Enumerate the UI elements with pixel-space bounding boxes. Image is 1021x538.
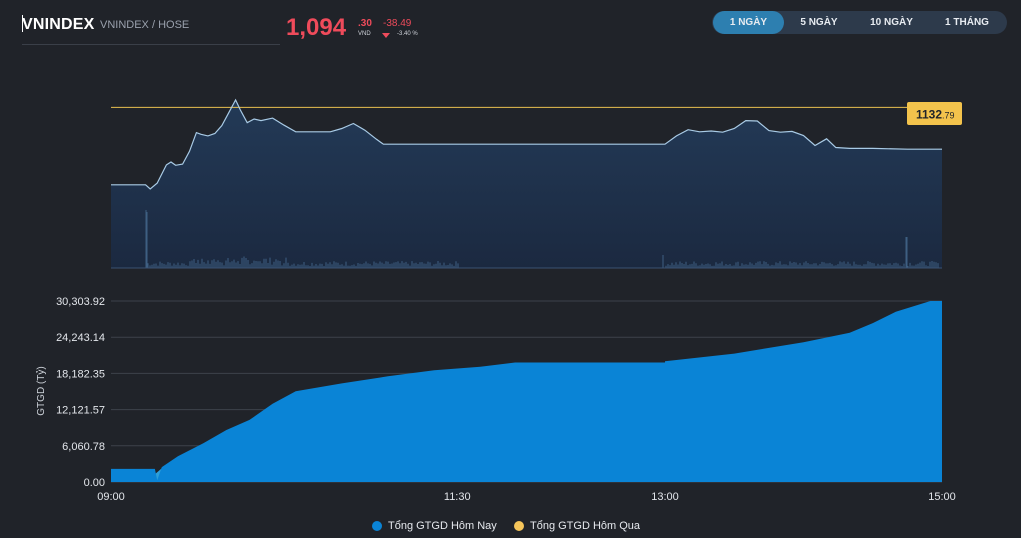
price-area: [111, 99, 942, 269]
svg-text:1132.79: 1132.79: [916, 108, 955, 122]
price-line: [111, 98, 942, 190]
symbol-box[interactable]: VNINDEX VNINDEX / HOSE: [22, 14, 280, 45]
y-tick-label: 12,121.57: [56, 405, 105, 417]
legend-today-label: Tổng GTGD Hôm Nay: [388, 520, 497, 532]
reference-label-main: 1132: [916, 108, 942, 122]
today-area: [111, 301, 942, 482]
exchange-label: VNINDEX / HOSE: [100, 19, 190, 31]
y-tick-label: 24,243.14: [56, 332, 105, 344]
legend-yesterday-dot: [514, 521, 524, 531]
period-tabs: 1 NGÀY 5 NGÀY 10 NGÀY 1 THÁNG: [712, 11, 1007, 34]
charts: 1132.79 0.00 6,060.78 12,121.57 18,182.35 24…: [35, 98, 962, 503]
down-arrow-icon: [382, 33, 390, 38]
x-tick-label: 11:30: [444, 491, 471, 503]
tab-1-day[interactable]: 1 NGÀY: [713, 11, 784, 34]
tab-1-month[interactable]: 1 THÁNG: [945, 17, 989, 28]
reference-label-decimal: .79: [942, 111, 955, 121]
value-chart: 0.00 6,060.78 12,121.57 18,182.35 24,243.14 3…: [35, 296, 956, 503]
x-tick-label: 15:00: [928, 491, 956, 503]
text-cursor: [22, 15, 23, 32]
y-tick-label: 30,303.92: [56, 296, 105, 308]
price-decimal: .30: [358, 18, 372, 29]
x-tick-label: 13:00: [651, 491, 679, 503]
price-chart: 1132.79: [111, 98, 962, 269]
legend: Tổng GTGD Hôm Nay Tổng GTGD Hôm Qua: [0, 518, 1021, 534]
y-axis-label: GTGD (Tỷ): [35, 366, 47, 415]
header: VNINDEX VNINDEX / HOSE 1,094 .30 VND -38…: [0, 0, 1021, 50]
legend-today[interactable]: Tổng GTGD Hôm Nay: [372, 518, 497, 534]
y-tick-label: 18,182.35: [56, 368, 105, 380]
price-main: 1,094: [286, 14, 347, 41]
y-tick-label: 6,060.78: [62, 441, 105, 453]
legend-yesterday[interactable]: Tổng GTGD Hôm Qua: [514, 518, 640, 534]
price-change-percent: -3.40 %: [397, 31, 418, 37]
x-tick-label: 09:00: [97, 491, 125, 503]
price-unit: VND: [358, 31, 371, 37]
legend-today-dot: [372, 521, 382, 531]
symbol-name: VNINDEX: [22, 16, 95, 33]
price-change: -38.49: [383, 18, 412, 29]
y-tick-label: 0.00: [84, 477, 105, 489]
volume-bars: [145, 210, 939, 268]
tab-5-days[interactable]: 5 NGÀY: [800, 17, 838, 28]
tab-10-days[interactable]: 10 NGÀY: [870, 17, 913, 28]
reference-price-label: 1132.79: [907, 102, 962, 125]
legend-yesterday-label: Tổng GTGD Hôm Qua: [530, 520, 641, 532]
